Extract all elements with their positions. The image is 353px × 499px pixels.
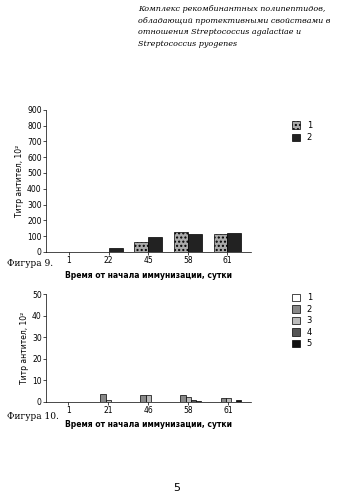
Bar — [140, 395, 146, 402]
Bar — [134, 242, 148, 252]
Bar — [188, 234, 202, 252]
Bar — [226, 399, 231, 402]
X-axis label: Время от начала иммунизации, сутки: Время от начала иммунизации, сутки — [65, 271, 232, 280]
Legend: 1, 2, 3, 4, 5: 1, 2, 3, 4, 5 — [292, 293, 312, 348]
Text: Фигура 9.: Фигура 9. — [7, 258, 53, 268]
Y-axis label: Титр антител, 10²: Титр антител, 10² — [20, 312, 29, 384]
Bar — [100, 394, 106, 402]
Bar — [146, 395, 151, 402]
Bar — [174, 232, 188, 252]
X-axis label: Время от начала иммунизации, сутки: Время от начала иммунизации, сутки — [65, 421, 232, 430]
Bar — [214, 234, 227, 252]
Bar — [106, 400, 111, 402]
Text: Комплекс рекомбинантных полипептидов,
обладающий протективными свойствами в
отно: Комплекс рекомбинантных полипептидов, об… — [138, 5, 330, 48]
Text: 5: 5 — [173, 483, 180, 493]
Bar — [148, 237, 162, 252]
Bar — [109, 248, 122, 252]
Bar — [186, 397, 191, 402]
Y-axis label: Титр антител, 10²: Титр антител, 10² — [15, 145, 24, 217]
Bar — [221, 399, 226, 402]
Bar — [236, 400, 241, 402]
Bar — [196, 401, 201, 402]
Bar — [227, 233, 241, 252]
Text: Фигура 10.: Фигура 10. — [7, 412, 59, 421]
Bar — [180, 395, 186, 402]
Legend: 1, 2: 1, 2 — [292, 121, 312, 142]
Bar — [191, 400, 196, 402]
